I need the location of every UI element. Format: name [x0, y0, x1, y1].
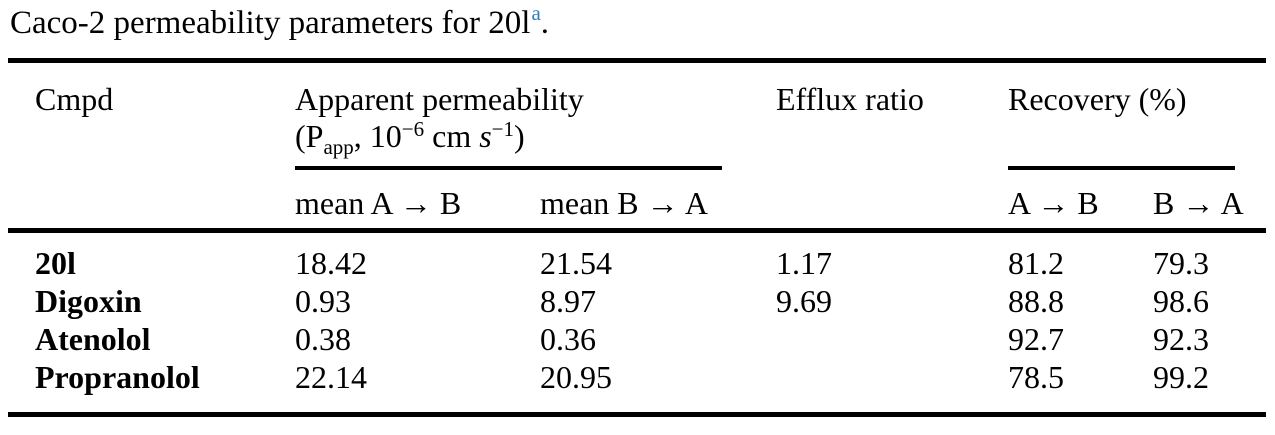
table-row: Propranolol 22.14 20.95 78.5 99.2 — [8, 358, 1266, 396]
caption-text: Caco-2 permeability parameters for 20l — [10, 5, 531, 41]
sub-header-row: mean A → B mean B → A A → B B → A — [8, 170, 1266, 228]
table-row: Atenolol 0.38 0.36 92.7 92.3 — [8, 320, 1266, 358]
cell-efflux: 9.69 — [776, 283, 832, 319]
cell-mean-ab: 18.42 — [295, 245, 367, 281]
apparent-permeability-line1: Apparent permeability — [295, 81, 584, 117]
table-row: Digoxin 0.93 8.97 9.69 88.8 98.6 — [8, 282, 1266, 320]
subheader-recovery-a-to-b: A → B — [1008, 186, 1099, 221]
cell-recovery-ba: 99.2 — [1153, 359, 1209, 395]
subheader-recovery-b-to-a: B → A — [1153, 186, 1244, 221]
cell-mean-ab: 0.38 — [295, 321, 351, 357]
footnote-marker: a — [531, 1, 541, 25]
cell-compound: Propranolol — [35, 359, 200, 395]
table-row: 20l 18.42 21.54 1.17 81.2 79.3 — [8, 244, 1266, 282]
seconds-symbol: s — [479, 118, 492, 154]
col-header-recovery: Recovery (%) — [1008, 81, 1187, 117]
subheader-mean-a-to-b: mean A → B — [295, 186, 462, 221]
header-row-groups: Cmpd Apparent permeability (Papp, 10−6 c… — [8, 63, 1266, 166]
mid-rule — [8, 228, 1266, 233]
cell-efflux — [776, 358, 1008, 396]
cell-recovery-ab: 92.7 — [1008, 321, 1064, 357]
cell-mean-ba: 21.54 — [540, 245, 612, 281]
cell-recovery-ba: 98.6 — [1153, 283, 1209, 319]
col-header-apparent-permeability: Apparent permeability (Papp, 10−6 cm s−1… — [295, 81, 776, 166]
cell-recovery-ab: 88.8 — [1008, 283, 1064, 319]
spanner-rules — [8, 166, 1266, 170]
subheader-empty-efflux — [776, 186, 1008, 228]
cell-recovery-ab: 81.2 — [1008, 245, 1064, 281]
cell-mean-ba: 0.36 — [540, 321, 596, 357]
cell-compound: Atenolol — [35, 321, 151, 357]
cell-compound: 20l — [35, 245, 76, 281]
cell-compound: Digoxin — [35, 283, 142, 319]
cell-mean-ab: 0.93 — [295, 283, 351, 319]
apparent-permeability-spanner-rule — [295, 166, 722, 170]
data-table: Cmpd Apparent permeability (Papp, 10−6 c… — [8, 58, 1266, 417]
cell-recovery-ba: 92.3 — [1153, 321, 1209, 357]
subheader-empty-cmpd — [8, 186, 295, 228]
cell-mean-ab: 22.14 — [295, 359, 367, 395]
cell-mean-ba: 8.97 — [540, 283, 596, 319]
cell-efflux: 1.17 — [776, 245, 832, 281]
apparent-permeability-units: (Papp, 10−6 cm s−1) — [295, 117, 525, 159]
table-body: 20l 18.42 21.54 1.17 81.2 79.3 Digoxin 0… — [8, 233, 1266, 412]
col-header-cmpd: Cmpd — [35, 81, 114, 117]
cell-recovery-ab: 78.5 — [1008, 359, 1064, 395]
exponent-minus-1: −1 — [491, 117, 515, 141]
cell-efflux — [776, 320, 1008, 358]
exponent-minus-6: −6 — [401, 117, 425, 141]
cell-recovery-ba: 79.3 — [1153, 245, 1209, 281]
col-header-efflux-ratio: Efflux ratio — [776, 81, 924, 117]
bottom-rule — [8, 412, 1266, 417]
caption-period: . — [540, 5, 550, 41]
cell-mean-ba: 20.95 — [540, 359, 612, 395]
papp-subscript: app — [323, 135, 354, 159]
table-caption: Caco-2 permeability parameters for 20la. — [10, 1, 550, 44]
subheader-mean-b-to-a: mean B → A — [540, 186, 708, 221]
recovery-spanner-rule — [1008, 166, 1235, 170]
